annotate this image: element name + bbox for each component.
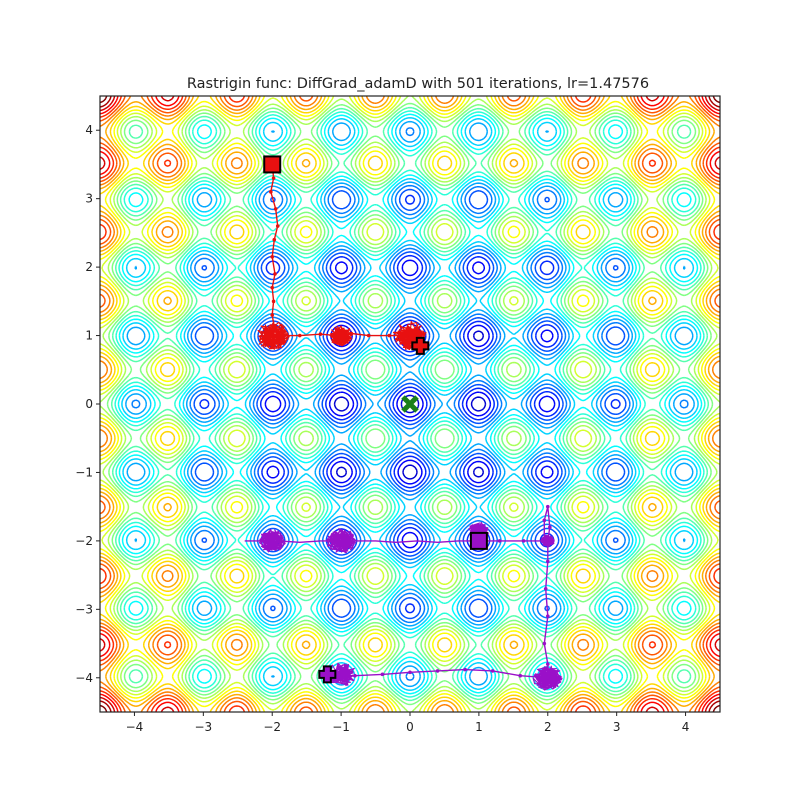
contour-lines	[100, 96, 720, 712]
y-tick-label: −1	[75, 465, 93, 479]
y-axis-ticks: −4 −3 −2 −1 0 1 2 3 4	[75, 123, 100, 685]
series-1-point-9	[543, 587, 548, 591]
series-1-point-7	[545, 539, 550, 543]
series-1-end-marker	[318, 665, 337, 684]
global-minimum-marker	[401, 395, 419, 413]
series-1-point-5	[545, 504, 550, 509]
series-1-path-upper	[244, 540, 479, 543]
series-0-point-10	[270, 313, 275, 317]
series-1-point-8	[545, 559, 550, 564]
series-0-point-4	[275, 224, 280, 228]
series-1-point-3	[542, 539, 547, 543]
series-0-point-13	[280, 333, 285, 338]
series-1-start-marker	[469, 531, 488, 550]
series-1-point-20	[353, 673, 357, 678]
series-0-end-marker	[411, 336, 430, 355]
contour-level-14	[100, 96, 720, 712]
series-1-point-10	[545, 614, 550, 618]
contour-level-4	[131, 127, 689, 681]
series-0-point-7	[273, 272, 277, 276]
series-0-point-18	[366, 333, 371, 338]
contour-level-16	[100, 96, 720, 712]
series-0-point-20	[408, 333, 412, 338]
contour-level-13	[100, 96, 720, 712]
series-0-point-2	[269, 190, 273, 194]
x-axis-ticks: −4 −3 −2 −1 0 1 2 3 4	[126, 712, 690, 734]
contour-level-18	[100, 96, 720, 712]
contour-level-21	[100, 96, 720, 712]
series-1-point-4	[542, 518, 547, 523]
contour-level-20	[100, 96, 720, 712]
y-tick-label: −3	[75, 602, 93, 616]
x-tick-label: 2	[544, 720, 552, 734]
series-0-point-11	[272, 325, 277, 330]
series-0-point-19	[387, 333, 392, 338]
series-0-point-1	[271, 176, 276, 180]
contour-level-6	[121, 116, 699, 692]
series-1-point-21	[339, 675, 343, 680]
series-1-point-12	[545, 662, 550, 666]
contour-level-10	[106, 102, 714, 706]
y-tick-label: −2	[75, 534, 93, 548]
y-tick-label: 1	[85, 329, 93, 343]
x-tick-label: 4	[682, 720, 690, 734]
series-1-point-17	[435, 669, 440, 673]
series-1-point-19	[380, 672, 385, 677]
series-0-point-6	[270, 255, 275, 259]
series-0-cluster-0	[257, 321, 290, 350]
series-1-point-1	[497, 539, 502, 543]
contour-level-19	[100, 96, 720, 712]
x-tick-label: −3	[194, 720, 212, 734]
series-0-point-17	[349, 331, 354, 336]
x-tick-label: −2	[263, 720, 281, 734]
y-tick-label: 0	[85, 397, 93, 411]
series-0-point-15	[318, 332, 323, 336]
contour-level-8	[114, 110, 706, 698]
series-1-point-13	[545, 675, 550, 680]
contour-level-5	[125, 120, 695, 688]
chart-title: Rastrigin func: DiffGrad_adamD with 501 …	[187, 76, 649, 92]
x-tick-label: 0	[406, 720, 414, 734]
series-1-point-16	[463, 667, 467, 672]
contour-level-12	[100, 96, 720, 712]
contour-level-17	[100, 96, 720, 712]
series-0-start-marker	[263, 155, 282, 174]
series-1-point-11	[542, 641, 547, 646]
series-0-point-3	[273, 207, 278, 211]
series-0-point-8	[270, 285, 275, 290]
x-tick-label: 1	[475, 720, 483, 734]
series-0-point-14	[297, 333, 302, 338]
y-tick-label: 3	[85, 192, 93, 206]
markers	[263, 155, 488, 684]
y-tick-label: 4	[85, 123, 93, 137]
series-0-point-5	[272, 237, 277, 242]
y-tick-label: 2	[85, 260, 93, 274]
series-1-point-14	[518, 673, 523, 678]
x-tick-label: 3	[613, 720, 621, 734]
contour-level-9	[110, 106, 710, 702]
x-tick-label: −1	[332, 720, 350, 734]
series-1-point-18	[408, 670, 412, 675]
series-1-point-2	[521, 539, 526, 543]
y-tick-label: −4	[75, 671, 93, 685]
series-0-point-16	[335, 333, 340, 338]
series-0-point-9	[271, 299, 276, 304]
contour-level-22	[100, 96, 720, 712]
contour-level-7	[117, 113, 703, 695]
series-1-cluster-1	[326, 527, 357, 554]
series-0-cluster-1	[329, 325, 353, 347]
series-1-point-15	[490, 669, 495, 673]
contour-level-11	[100, 96, 720, 712]
series-1-cluster-3	[532, 665, 563, 691]
contour-level-15	[100, 96, 720, 712]
series-1-point-6	[548, 525, 552, 529]
x-tick-label: −4	[126, 720, 144, 734]
series-0-point-12	[270, 333, 275, 338]
